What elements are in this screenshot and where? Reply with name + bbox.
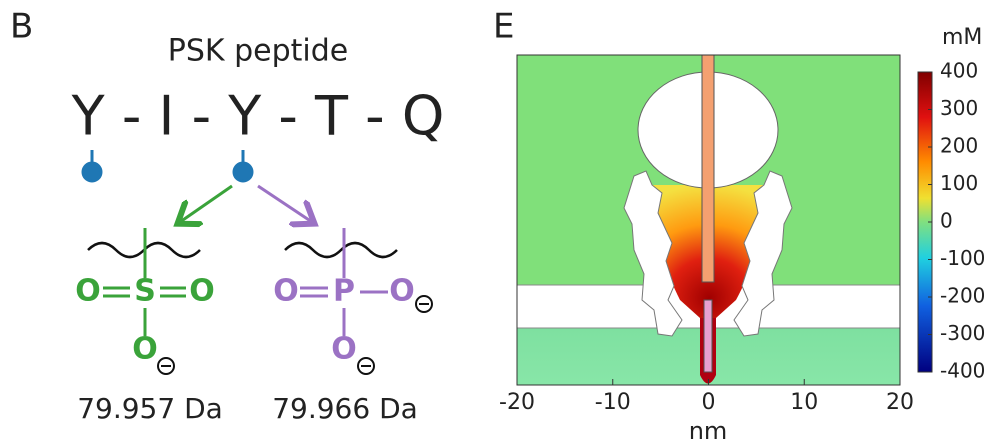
sequence: Y - I - Y - T - Q: [71, 85, 445, 148]
atom: O: [75, 274, 101, 309]
atom: P: [333, 274, 355, 309]
sulfate-bonds: [103, 228, 186, 336]
colorbar-tick-label: -300: [940, 321, 985, 345]
phosphate: O P O O: [273, 274, 415, 367]
sites: [81, 150, 254, 183]
x-tick-label: 20: [886, 390, 914, 415]
colorbar-label: mM: [942, 25, 982, 50]
atom: O: [331, 332, 357, 367]
x-axis: -20 -10 0 10 20: [499, 379, 914, 415]
wavy: [87, 241, 398, 259]
colorbar-axis: 400 300 200 100 0 -100 -200 -300 -400: [928, 59, 985, 383]
x-tick-label: 10: [790, 390, 818, 415]
x-tick-label: -20: [499, 390, 535, 415]
mass: 79.957 Da: [77, 392, 223, 425]
colorbar-tick-label: 100: [940, 171, 978, 195]
colorbar-tick-label: 0: [940, 209, 953, 233]
panel-label: B: [10, 7, 33, 47]
colorbar-tick-label: 200: [940, 134, 978, 158]
atom: O: [189, 274, 215, 309]
sulfate: O S O O: [75, 274, 215, 367]
colorbar-tick-label: -100: [940, 246, 985, 270]
phosphate-bonds: [300, 228, 388, 336]
x-tick-label: -10: [595, 390, 631, 415]
panel-label: E: [493, 7, 514, 47]
charges: [157, 295, 433, 375]
colorbar-tick-label: 300: [940, 96, 978, 120]
x-tick-label: 0: [702, 390, 716, 415]
atom: S: [134, 274, 156, 309]
arrow: [180, 184, 233, 222]
mass: 79.966 Da: [272, 392, 418, 425]
title: PSK peptide: [168, 34, 348, 69]
atom: O: [132, 332, 158, 367]
arrow: [257, 184, 312, 222]
colorbar-tick-label: -400: [940, 359, 985, 383]
colorbar-tick-label: 400: [940, 59, 978, 83]
heatmap: [516, 54, 901, 386]
atom: O: [273, 274, 299, 309]
atom: O: [389, 274, 415, 309]
x-axis-label: nm: [689, 417, 728, 445]
colorbar-tick-label: -200: [940, 284, 985, 308]
